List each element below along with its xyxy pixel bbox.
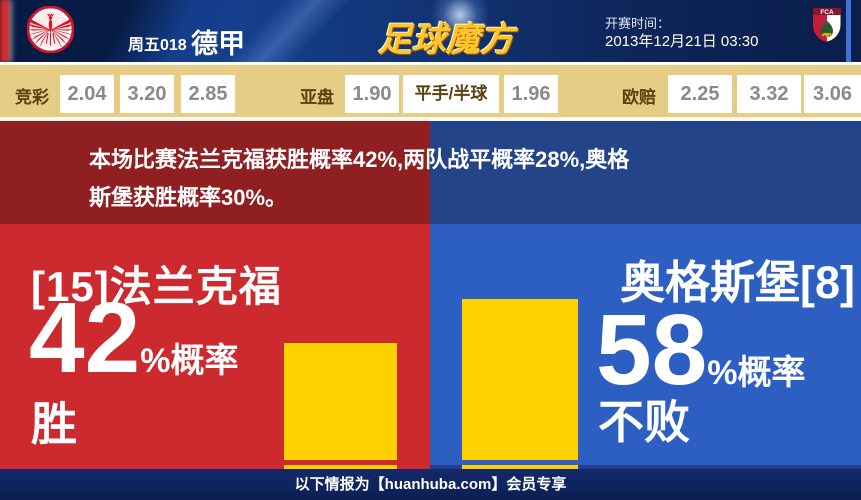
svg-text:FCA: FCA [820,9,834,16]
